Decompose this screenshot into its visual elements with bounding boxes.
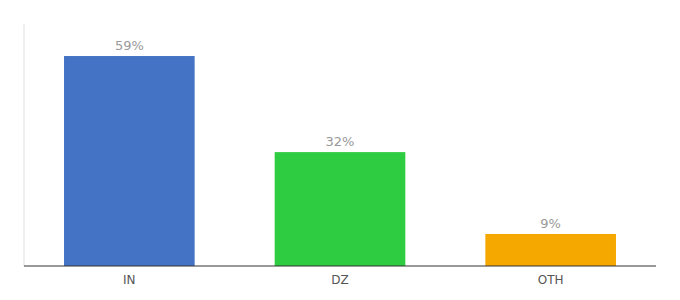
- x-axis-line: [24, 266, 656, 267]
- bar: [485, 234, 616, 266]
- chart-container: IN DZ OTH 59% 32% 9%: [0, 0, 680, 300]
- x-tick-label: OTH: [538, 273, 564, 287]
- chart: IN DZ OTH 59% 32% 9%: [0, 0, 680, 300]
- bar: [275, 152, 406, 266]
- data-label: 9%: [540, 216, 561, 231]
- x-tick-label: IN: [123, 273, 136, 287]
- data-label: 59%: [115, 38, 144, 53]
- bar: [64, 56, 195, 266]
- bars: [64, 56, 616, 266]
- x-tick-label: DZ: [331, 273, 348, 287]
- data-label: 32%: [326, 134, 355, 149]
- y-axis-line: [24, 24, 25, 266]
